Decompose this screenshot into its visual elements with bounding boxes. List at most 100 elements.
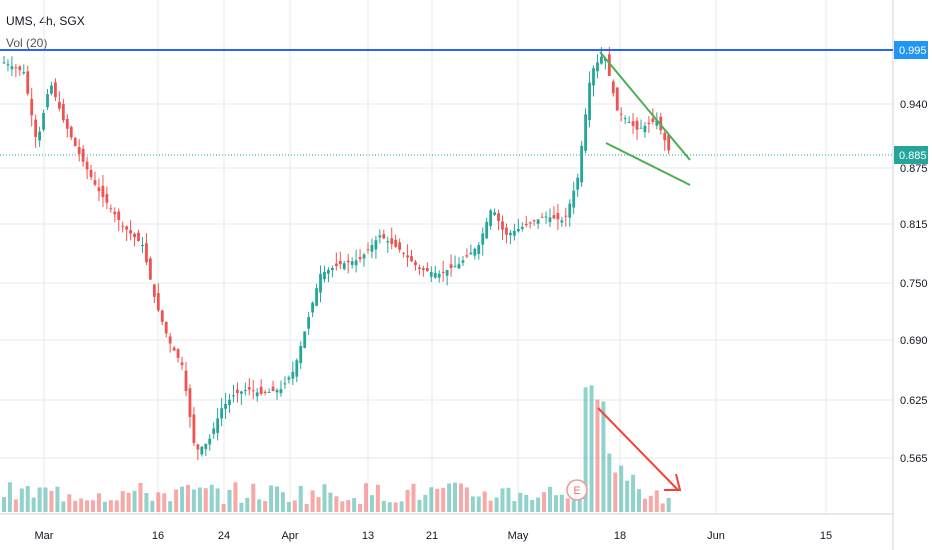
candle-body: [631, 121, 635, 126]
candle-body: [540, 216, 544, 218]
volume-bar: [393, 502, 398, 512]
candle-body: [291, 371, 295, 379]
y-tick-label: 0.875: [900, 163, 928, 175]
candle-body: [73, 137, 77, 147]
candle-body: [176, 349, 180, 358]
volume-bar: [328, 492, 333, 512]
candle-body: [57, 101, 61, 109]
volume-bar: [637, 489, 642, 512]
volume-bar: [429, 487, 434, 512]
candle-body: [560, 220, 564, 223]
volume-bar: [19, 488, 24, 512]
volume-arrow-head: [664, 473, 682, 491]
candle-body: [635, 120, 639, 130]
volume-bar: [79, 498, 84, 512]
volume-bar: [55, 486, 60, 512]
volume-bar: [666, 498, 671, 512]
volume-bar: [269, 485, 274, 512]
volume-bar: [292, 500, 297, 512]
candle-body: [663, 133, 667, 141]
x-tick-label: 21: [426, 530, 438, 542]
candle-body: [619, 113, 623, 115]
candle-body: [441, 271, 445, 273]
candle-body: [34, 119, 38, 137]
volume-bar: [13, 499, 18, 512]
candle-body: [334, 263, 338, 267]
volume-bar: [589, 385, 594, 512]
candle-body: [473, 248, 477, 256]
volume-bar: [85, 500, 90, 512]
volume-bar: [7, 482, 12, 512]
volume-bar: [334, 496, 339, 512]
candle-body: [54, 82, 57, 98]
candle-body: [584, 114, 587, 151]
candle-body: [382, 234, 386, 239]
candle-body: [50, 85, 53, 94]
y-tick-label: 0.690: [900, 335, 928, 347]
volume-bar: [607, 453, 612, 512]
volume-bar: [298, 486, 303, 512]
candle-body: [425, 268, 429, 271]
candle-body: [414, 261, 417, 266]
candle-body: [81, 148, 85, 162]
candle-body: [172, 347, 176, 351]
candle-body: [141, 244, 144, 246]
volume-bar: [559, 494, 564, 512]
volume-bar: [67, 494, 72, 512]
candle-body: [117, 211, 121, 221]
volume-bar: [482, 491, 487, 512]
candle-body: [592, 68, 595, 86]
candle-body: [89, 169, 93, 178]
candle-body: [350, 261, 354, 265]
x-tick-label: 16: [152, 530, 164, 542]
volume-bar: [399, 501, 404, 512]
x-tick-label: 24: [218, 530, 230, 542]
volume-bar: [203, 488, 208, 512]
candle-body: [611, 81, 615, 94]
candle-body: [46, 94, 49, 108]
candle-body: [85, 161, 89, 170]
volume-bar: [185, 484, 190, 512]
wedge-lower-line: [605, 142, 691, 186]
volume-bar: [530, 499, 535, 512]
candle-body: [358, 257, 362, 260]
candle-body: [651, 118, 655, 123]
candle-body: [287, 377, 291, 380]
x-tick-label: 15: [820, 530, 832, 542]
volume-bar: [286, 501, 291, 512]
candle-body: [148, 258, 152, 280]
candle-body: [449, 264, 453, 269]
last-price-tag: [894, 146, 928, 164]
volume-bar: [102, 501, 107, 512]
last-price-label: 0.885: [899, 150, 927, 162]
candle-body: [208, 438, 212, 445]
candle-body: [109, 208, 113, 210]
candle-body: [97, 187, 101, 192]
candle-body: [327, 269, 330, 274]
candle-body: [77, 147, 81, 155]
candle-body: [509, 232, 512, 236]
candle-body: [429, 271, 433, 277]
candle-body: [243, 390, 247, 392]
volume-bar: [138, 483, 143, 512]
chart-title: UMS, 4h, SGX: [6, 14, 85, 28]
candle-body: [42, 112, 45, 130]
candle-body: [647, 122, 651, 124]
candle-body: [572, 190, 576, 208]
x-tick-label: May: [508, 530, 529, 542]
volume-bar: [571, 500, 576, 512]
volume-bar: [613, 472, 618, 512]
volume-bar: [500, 488, 505, 512]
volume-bar: [364, 483, 369, 512]
candle-body: [600, 56, 603, 64]
volume-bar: [340, 501, 345, 512]
x-tick-label: 13: [362, 530, 374, 542]
volume-bar: [263, 501, 268, 512]
candle-body: [390, 238, 394, 245]
volume-bar: [346, 500, 351, 512]
wedge-upper-line: [599, 51, 691, 161]
volume-bar: [31, 497, 36, 512]
candle-body: [279, 389, 283, 394]
candle-body: [93, 180, 97, 185]
candle-body: [283, 383, 287, 385]
